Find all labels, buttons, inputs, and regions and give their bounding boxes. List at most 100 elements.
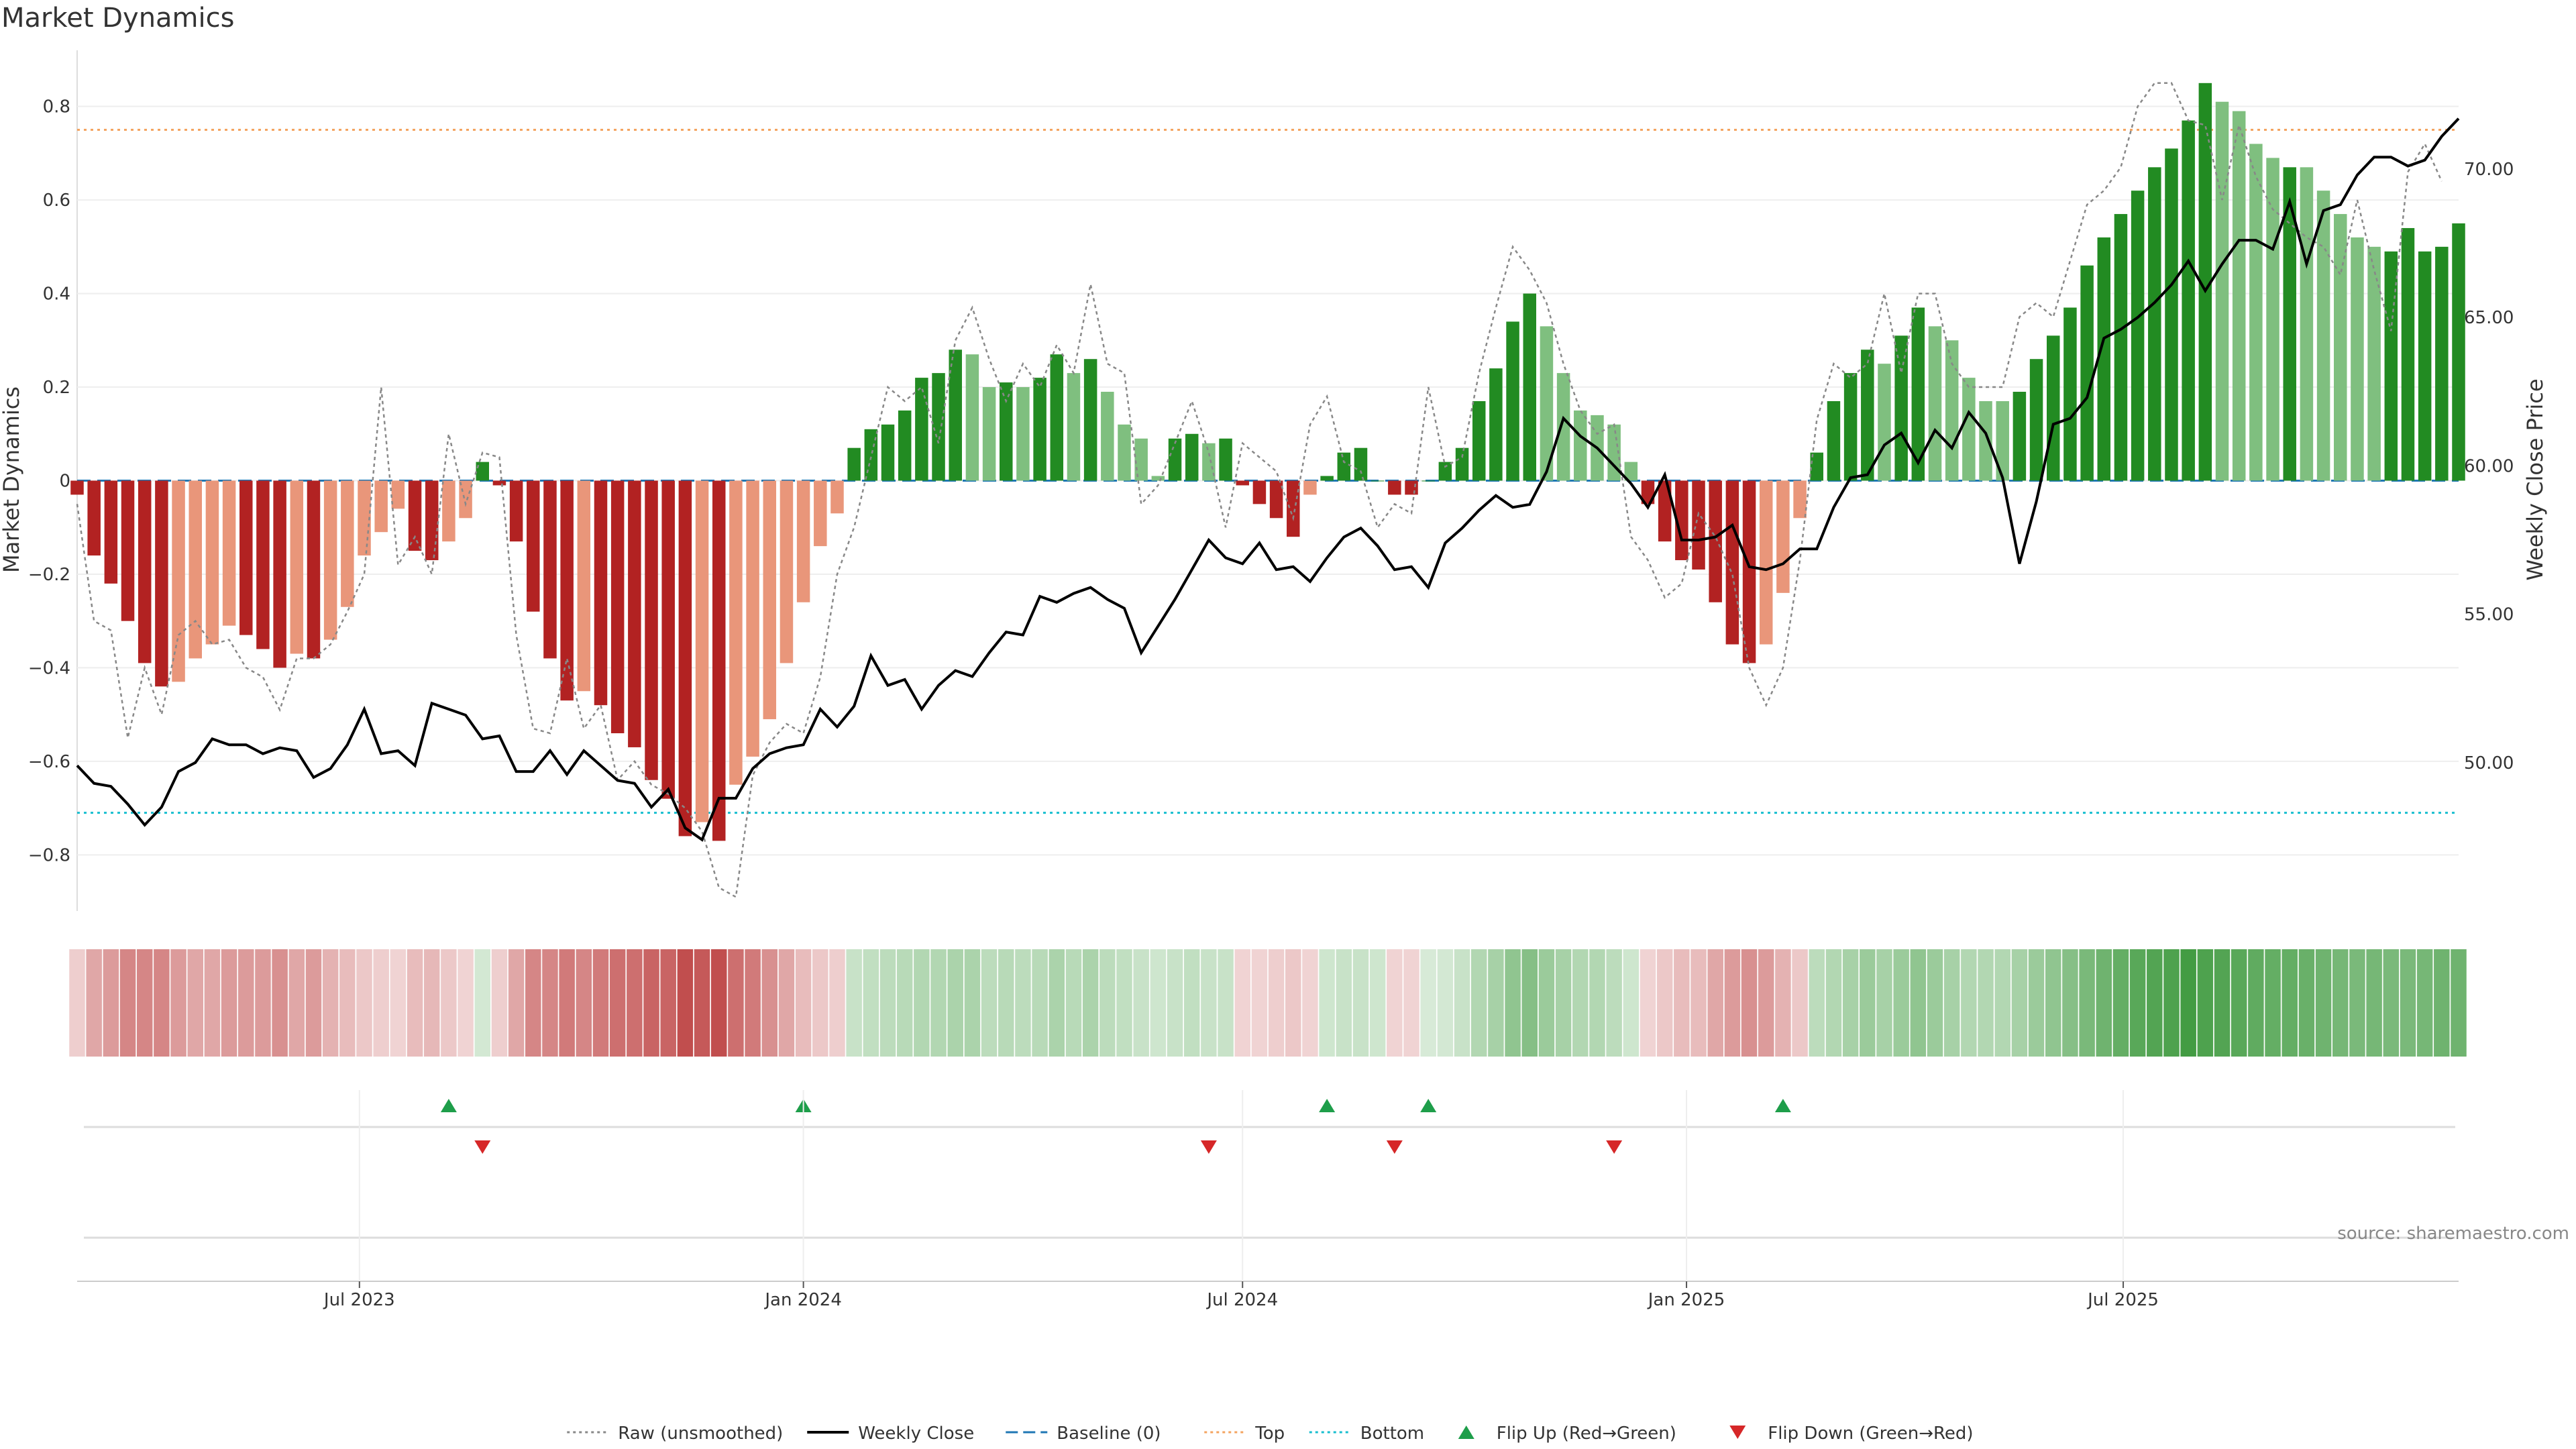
dynamics-bar <box>476 462 490 481</box>
dynamics-bar <box>104 480 118 584</box>
heat-strip-cell <box>2434 949 2450 1057</box>
y2-tick-label: 55.00 <box>2464 605 2514 625</box>
heat-strip-cell <box>778 949 795 1057</box>
dynamics-bar <box>509 480 523 542</box>
dynamics-bar <box>796 480 810 602</box>
reference-lines <box>77 129 2459 814</box>
dynamics-bar <box>1489 368 1503 481</box>
dynamics-bar <box>1134 438 1148 481</box>
heat-strip-cell <box>1234 949 1250 1057</box>
dynamics-bar <box>307 480 321 659</box>
dynamics-bar <box>1911 307 1925 481</box>
dynamics-bar <box>1033 378 1046 481</box>
heat-strip-cell <box>1488 949 1504 1057</box>
dynamics-bar <box>527 480 540 612</box>
heat-strip-cell <box>2349 949 2365 1057</box>
heat-strip-cell <box>660 949 676 1057</box>
heat-strip-cell <box>69 949 85 1057</box>
flip-up-marker <box>440 1099 457 1112</box>
heat-strip-cell <box>441 949 457 1057</box>
legend-label: Baseline (0) <box>1057 1424 1161 1444</box>
dynamics-bar <box>1523 293 1536 481</box>
dynamics-bar <box>2334 214 2347 481</box>
dynamics-bar <box>2131 191 2145 481</box>
heat-strip-cell <box>2011 949 2028 1057</box>
flip-up-marker <box>1774 1099 1791 1112</box>
dynamics-bar <box>341 480 354 607</box>
heat-strip-cell <box>846 949 862 1057</box>
heat-strip-cell <box>542 949 558 1057</box>
dynamics-bar <box>256 480 270 649</box>
heat-strip-cell <box>1994 949 2010 1057</box>
dynamics-bar <box>2367 246 2381 481</box>
dynamics-bar <box>2249 144 2263 481</box>
dynamics-bar <box>492 480 506 486</box>
heat-strip-cell <box>1268 949 1285 1057</box>
dynamics-bar <box>2232 111 2246 481</box>
dynamics-bar <box>1337 452 1351 481</box>
legend-flip-down-swatch <box>1729 1426 1746 1439</box>
dynamics-bar <box>915 378 928 481</box>
heat-strip-cell <box>491 949 508 1057</box>
dynamics-bar <box>1725 480 1739 645</box>
heat-strip-cell <box>964 949 981 1057</box>
heat-strip-cell <box>525 949 541 1057</box>
dynamics-bar <box>780 480 794 663</box>
heat-strip-cell <box>1065 949 1082 1057</box>
heat-strip-cell <box>1589 949 1605 1057</box>
dynamics-bar <box>2165 148 2178 481</box>
heat-strip-cell <box>1961 949 1977 1057</box>
heat-strip-cell <box>1302 949 1318 1057</box>
heat-strip-cell <box>390 949 407 1057</box>
flip-down-marker <box>1386 1140 1403 1154</box>
dynamics-bar <box>155 480 168 687</box>
flip-down-marker <box>1200 1140 1217 1154</box>
dynamics-bar <box>87 480 101 556</box>
dynamics-bar <box>965 354 979 481</box>
heat-strip-cell <box>1015 949 1031 1057</box>
heat-strip-cell <box>1049 949 1065 1057</box>
dynamics-bar <box>1236 480 1249 486</box>
dynamics-bar <box>273 480 286 668</box>
dynamics-bar <box>1692 480 1705 570</box>
dynamics-bar <box>1016 387 1030 481</box>
heat-strip-cell <box>1133 949 1149 1057</box>
heat-strip-cell <box>1876 949 1892 1057</box>
y-tick-label: 0.6 <box>43 191 70 211</box>
dynamics-bar <box>2012 392 2027 481</box>
dynamics-bar <box>814 480 827 547</box>
heat-strip-cell <box>1437 949 1454 1057</box>
heat-strip-cell <box>1420 949 1436 1057</box>
heat-strip-cell <box>1099 949 1116 1057</box>
y-tick-label: 0.4 <box>43 284 70 305</box>
dynamics-bar <box>1118 424 1131 481</box>
dynamics-bar <box>2351 237 2364 481</box>
dynamics-bar <box>1371 480 1385 482</box>
dynamics-bar <box>1945 340 1959 481</box>
heat-strip-cell <box>1218 949 1234 1057</box>
heat-strip-cell <box>1809 949 1825 1057</box>
dynamics-bar <box>374 480 388 533</box>
dynamics-bar <box>645 480 658 780</box>
dynamics-bar <box>290 480 304 654</box>
heat-strip-cell <box>2163 949 2180 1057</box>
dynamics-bar <box>1269 480 1283 519</box>
heat-strip-cell <box>694 949 710 1057</box>
heat-strip-cell <box>2366 949 2382 1057</box>
legend: Raw (unsmoothed) Weekly Close Baseline (0)… <box>567 1424 1974 1444</box>
dynamics-bar <box>2384 251 2398 481</box>
dynamics-bar <box>610 480 625 734</box>
heat-strip-cell <box>2315 949 2332 1057</box>
dynamics-bar <box>138 480 152 663</box>
heat-strip-cell <box>1454 949 1470 1057</box>
heat-strip-cell <box>2451 949 2467 1057</box>
heat-strip-cell <box>187 949 203 1057</box>
flip-markers <box>77 1099 2459 1282</box>
dynamics-bar <box>2046 335 2060 481</box>
x-axis-ticks: Jul 2023 Jan 2024 Jul 2024 Jan 2025 Jul 2025 <box>323 1090 2159 1310</box>
dynamics-bar <box>847 447 861 481</box>
dynamics-bar <box>1050 354 1064 481</box>
heat-strip-cell <box>1741 949 1758 1057</box>
heat-strip-cell <box>2400 949 2416 1057</box>
dynamics-bar <box>729 480 743 785</box>
